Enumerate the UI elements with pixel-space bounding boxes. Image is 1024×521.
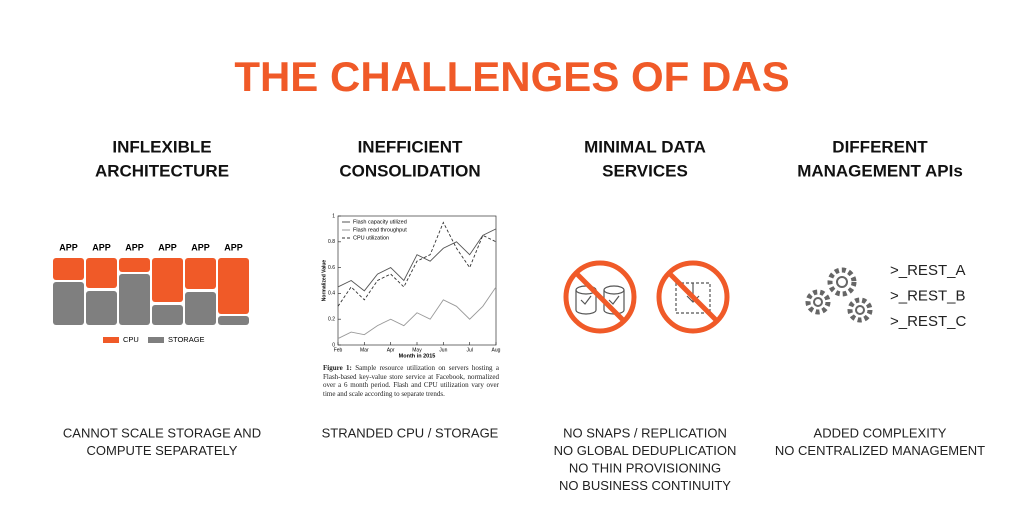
- chart-caption: Figure 1: Sample resource utilization on…: [323, 364, 499, 398]
- gears-icon: [805, 267, 873, 323]
- storage-block: [86, 291, 117, 325]
- line-series: [337, 221, 497, 307]
- x-tick-label: Jun: [439, 347, 447, 353]
- column-footer: ADDED COMPLEXITY: [814, 425, 947, 440]
- legend-label: CPU utilization: [353, 235, 389, 241]
- x-tick-label: Mar: [360, 347, 369, 353]
- storage-block: [218, 316, 249, 325]
- column-heading: SERVICES: [602, 161, 688, 180]
- legend-label: Flash read throughput: [353, 227, 407, 233]
- y-tick-label: 0.2: [328, 317, 335, 323]
- column-heading: MANAGEMENT APIs: [797, 161, 963, 180]
- legend-label: CPU: [123, 335, 139, 344]
- x-tick-label: Aug: [492, 347, 501, 353]
- cpu-block: [53, 258, 84, 280]
- column-heading: CONSOLIDATION: [339, 161, 480, 180]
- app-label: APP: [191, 242, 210, 252]
- storage-block: [152, 305, 183, 325]
- line-series: [337, 228, 497, 292]
- x-tick-label: Apr: [387, 347, 395, 353]
- storage-block: [185, 292, 216, 325]
- x-tick-label: May: [412, 347, 422, 353]
- caption-label: Figure 1:: [323, 364, 352, 372]
- legend-swatch: [103, 337, 119, 343]
- app-label: APP: [158, 242, 177, 252]
- x-axis-label: Month in 2015: [399, 353, 436, 359]
- app-label: APP: [59, 242, 78, 252]
- no-data-icons: [563, 260, 730, 334]
- column-footer: CANNOT SCALE STORAGE AND: [63, 425, 261, 440]
- line-series: [337, 286, 497, 339]
- column-footer: NO THIN PROVISIONING: [569, 460, 721, 475]
- column-heading: INFLEXIBLE: [112, 137, 211, 156]
- api-label: >_REST_B: [890, 287, 965, 304]
- cpu-block: [86, 258, 117, 288]
- column-heading: ARCHITECTURE: [95, 161, 229, 180]
- cpu-block: [152, 258, 183, 302]
- column-footer: NO GLOBAL DEDUPLICATION: [554, 443, 737, 458]
- api-label: >_REST_A: [890, 262, 965, 279]
- y-tick-label: 0.6: [328, 265, 335, 271]
- storage-block: [53, 282, 84, 325]
- y-axis-label: Normalized Value: [321, 260, 327, 302]
- app-label: APP: [224, 242, 243, 252]
- cpu-block: [218, 258, 249, 314]
- x-tick-label: Jul: [466, 347, 472, 353]
- column-footer: STRANDED CPU / STORAGE: [322, 425, 499, 440]
- y-tick-label: 1: [332, 213, 335, 219]
- cpu-block: [119, 258, 150, 272]
- column-heading: INEFFICIENT: [358, 137, 463, 156]
- column-footer: NO SNAPS / REPLICATION: [563, 425, 727, 440]
- y-tick-label: 0: [332, 342, 335, 348]
- title: THE CHALLENGES OF DAS: [234, 53, 789, 100]
- app-label: APP: [92, 242, 111, 252]
- legend-label: STORAGE: [168, 335, 205, 344]
- column-footer: NO CENTRALIZED MANAGEMENT: [775, 443, 985, 458]
- legend-swatch: [148, 337, 164, 343]
- cpu-block: [185, 258, 216, 289]
- x-tick-label: Feb: [334, 347, 343, 353]
- column-footer: NO BUSINESS CONTINUITY: [559, 478, 731, 493]
- column-heading: MINIMAL DATA: [584, 137, 706, 156]
- api-label: >_REST_C: [890, 313, 966, 330]
- y-tick-label: 0.8: [328, 239, 335, 245]
- column-heading: DIFFERENT: [832, 137, 928, 156]
- storage-block: [119, 274, 150, 325]
- legend-label: Flash capacity utilized: [353, 219, 407, 225]
- app-label: APP: [125, 242, 144, 252]
- caption-text: Sample resource utilization on servers h…: [323, 364, 499, 398]
- y-tick-label: 0.4: [328, 291, 335, 297]
- column-footer: COMPUTE SEPARATELY: [87, 443, 238, 458]
